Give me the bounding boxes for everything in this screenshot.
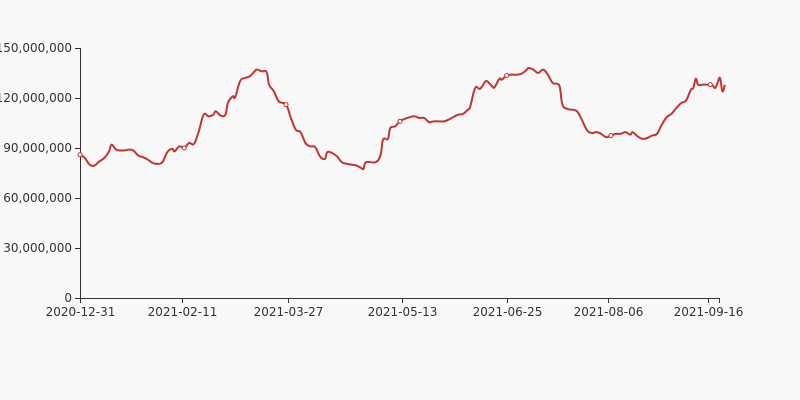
series-point [283,102,289,108]
series-layer [79,66,726,171]
series-point [707,82,713,88]
y-tick-label: 150,000,000 [0,41,72,55]
series-point [608,133,614,138]
series-point [397,118,403,124]
x-axis: 2020-12-31 2021-02-11 2021-03-27 2021-05-13… [46,298,744,319]
x-tick-label: 2021-06-25 [473,305,543,319]
x-tick-label: 2021-02-11 [148,305,218,319]
y-tick-label: 0 [64,291,72,305]
y-tick-label: 30,000,000 [3,241,72,255]
y-tick-label: 120,000,000 [0,91,72,105]
y-tick-label: 90,000,000 [3,141,72,155]
x-tick-label: 2021-09-16 [674,305,744,319]
series-point [504,73,510,78]
marker-layer [77,73,713,158]
series-point [77,152,83,158]
x-tick-label: 2021-05-13 [368,305,438,319]
y-axis: 0 30,000,000 60,000,000 90,000,000 120,000,0… [0,41,81,305]
x-tick-label: 2020-12-31 [46,305,116,319]
x-tick-label: 2021-08-06 [574,305,644,319]
x-tick-label: 2021-03-27 [254,305,324,319]
series-point [181,145,187,151]
y-tick-label: 60,000,000 [3,191,72,205]
series-line [79,66,726,171]
